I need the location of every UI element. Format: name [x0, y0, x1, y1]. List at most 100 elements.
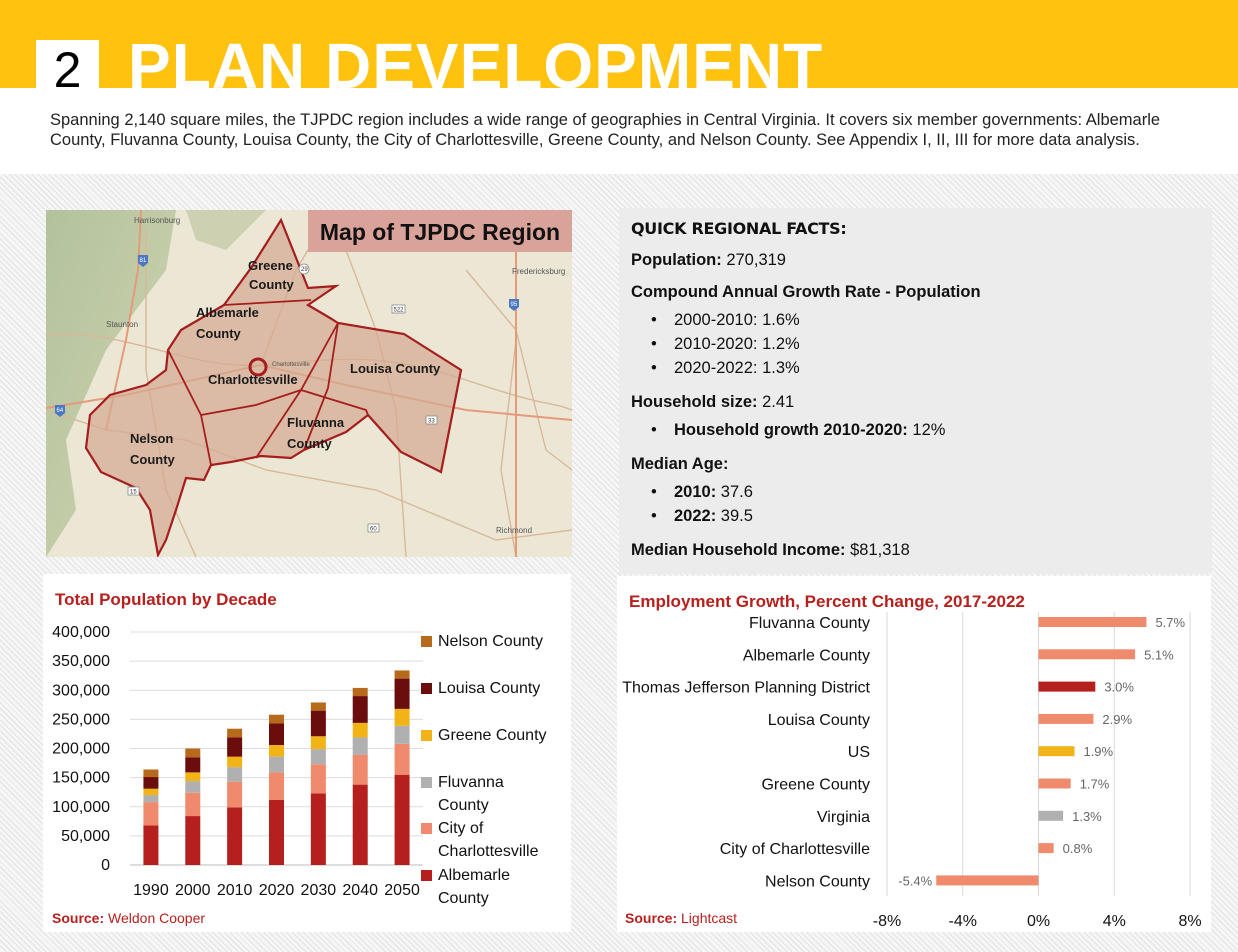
bar — [1038, 649, 1136, 660]
data-label: 2.9% — [1102, 712, 1132, 727]
bar — [1038, 617, 1147, 627]
label-albemarle-2: County — [196, 326, 242, 341]
map-title: Map of TJPDC Region — [308, 210, 572, 252]
population-chart-source: Source: Weldon Cooper — [52, 910, 205, 926]
bar-segment — [394, 725, 410, 744]
place-charlottesville: Charlottesville — [272, 362, 310, 368]
bar-segment — [269, 723, 284, 746]
shield-64: 64 — [57, 408, 64, 414]
fact-population-value: 270,319 — [726, 251, 786, 269]
legend-swatch — [421, 870, 432, 881]
category-label: Greene County — [761, 777, 870, 794]
employment-chart-title: Employment Growth, Percent Change, 2017-… — [629, 592, 1025, 611]
legend-swatch — [421, 730, 432, 741]
shield-icon-95 — [509, 299, 519, 311]
category-label: Louisa County — [768, 712, 870, 729]
label-greene-1: Greene — [248, 258, 293, 273]
bar-segment — [185, 781, 201, 793]
place-fredericksburg: Fredericksburg — [512, 267, 565, 276]
household-growth-label: Household growth 2010-2020: — [674, 421, 908, 439]
age-2010-value: 37.6 — [720, 483, 753, 501]
label-charlottesville: Charlottesville — [208, 372, 298, 387]
bar-segment — [310, 793, 326, 865]
source-label: Source: — [52, 910, 105, 926]
y-tick-label: 0 — [101, 857, 110, 874]
charlottesville-city-marker — [248, 357, 268, 377]
y-tick-label: 250,000 — [52, 711, 110, 728]
legend-label: Nelson County — [438, 633, 543, 650]
place-harrisonburg: Harrisonburg — [134, 216, 180, 225]
bar-segment — [227, 781, 243, 808]
bar-segment — [352, 737, 368, 755]
legend-label: Greene County — [438, 727, 547, 744]
category-label: City of Charlottesville — [720, 841, 870, 858]
bar-segment — [227, 737, 243, 757]
bar-segment — [143, 769, 159, 778]
category-label: Virginia — [817, 809, 870, 826]
bar-segment — [394, 708, 410, 726]
category-label: US — [848, 744, 870, 761]
data-label: 0.8% — [1063, 841, 1093, 856]
x-tick-label: 2030 — [301, 882, 337, 899]
bar-segment — [269, 756, 284, 773]
bar — [1038, 778, 1071, 789]
x-tick-label: -8% — [873, 913, 901, 930]
x-tick-label: 2010 — [217, 882, 253, 899]
y-tick-label: 200,000 — [52, 741, 110, 758]
legend-label: City of Charlottesville — [438, 820, 539, 860]
cagr-list: 2000-2010: 1.6% 2010-2020: 1.2% 2020-202… — [631, 308, 1201, 380]
legend-swatch — [421, 636, 432, 647]
shield-81: 81 — [140, 258, 147, 264]
income-value: $81,318 — [850, 541, 910, 559]
bar-segment — [394, 670, 410, 679]
list-item: 2010-2020: 1.2% — [651, 332, 1201, 356]
chapter-number: 2 — [36, 40, 99, 88]
legend-louisa: Louisa County — [421, 677, 540, 700]
bar-segment — [394, 678, 410, 709]
label-fluvanna-2: County — [287, 436, 333, 451]
population-chart: Total Population by Decade 400,000 350,00… — [43, 574, 571, 932]
x-tick-label: 2000 — [175, 882, 211, 899]
bar-segment — [310, 749, 326, 765]
bar-segment — [185, 792, 201, 817]
bar-segment — [227, 767, 243, 782]
label-greene-2: County — [249, 277, 295, 292]
bar-segment — [352, 722, 368, 738]
bar-segment — [185, 772, 201, 782]
median-age-list: 2010: 37.6 2022: 39.5 — [631, 480, 1201, 528]
shield-icon-81 — [138, 255, 148, 267]
label-nelson-1: Nelson — [130, 431, 173, 446]
x-tick-label: -4% — [949, 913, 977, 930]
data-label: 5.7% — [1155, 615, 1185, 630]
employment-chart-plot: -8% -4% 0% 4% 8% Fluvanna County 5.7% Albemarle… — [622, 612, 1202, 930]
bar-segment — [227, 728, 243, 738]
age-2022-label: 2022: — [674, 507, 717, 525]
population-chart-plot: 400,000 350,000 300,000 250,000 200,000 150,0… — [52, 624, 423, 899]
list-item: Household growth 2010-2020: 12% — [651, 418, 1201, 442]
bar-segment — [310, 736, 326, 750]
bar-segment — [352, 687, 368, 697]
y-tick-label: 350,000 — [52, 653, 110, 670]
bar-segment — [352, 696, 368, 723]
age-2010-label: 2010: — [674, 483, 717, 501]
data-label: 3.0% — [1104, 680, 1134, 695]
bar-segment — [143, 777, 159, 789]
x-tick-label: 2040 — [342, 882, 378, 899]
source-label: Source: — [625, 910, 678, 926]
legend-swatch — [421, 683, 432, 694]
bar-segment — [394, 774, 410, 865]
bar-segment — [310, 710, 326, 737]
shield-icon-64 — [55, 405, 65, 417]
bar-segment — [185, 757, 201, 773]
legend-swatch — [421, 823, 432, 834]
label-louisa: Louisa County — [350, 361, 441, 376]
x-tick-label: 8% — [1178, 913, 1201, 930]
shield-60: 60 — [370, 527, 377, 533]
data-label: 5.1% — [1144, 647, 1174, 662]
list-item: 2000-2010: 1.6% — [651, 308, 1201, 332]
fact-median-age: Median Age: — [631, 455, 1201, 474]
age-2022-value: 39.5 — [720, 507, 753, 525]
household-growth-value: 12% — [912, 421, 946, 439]
fact-household: Household size: 2.41 — [631, 393, 1201, 412]
y-tick-label: 300,000 — [52, 682, 110, 699]
